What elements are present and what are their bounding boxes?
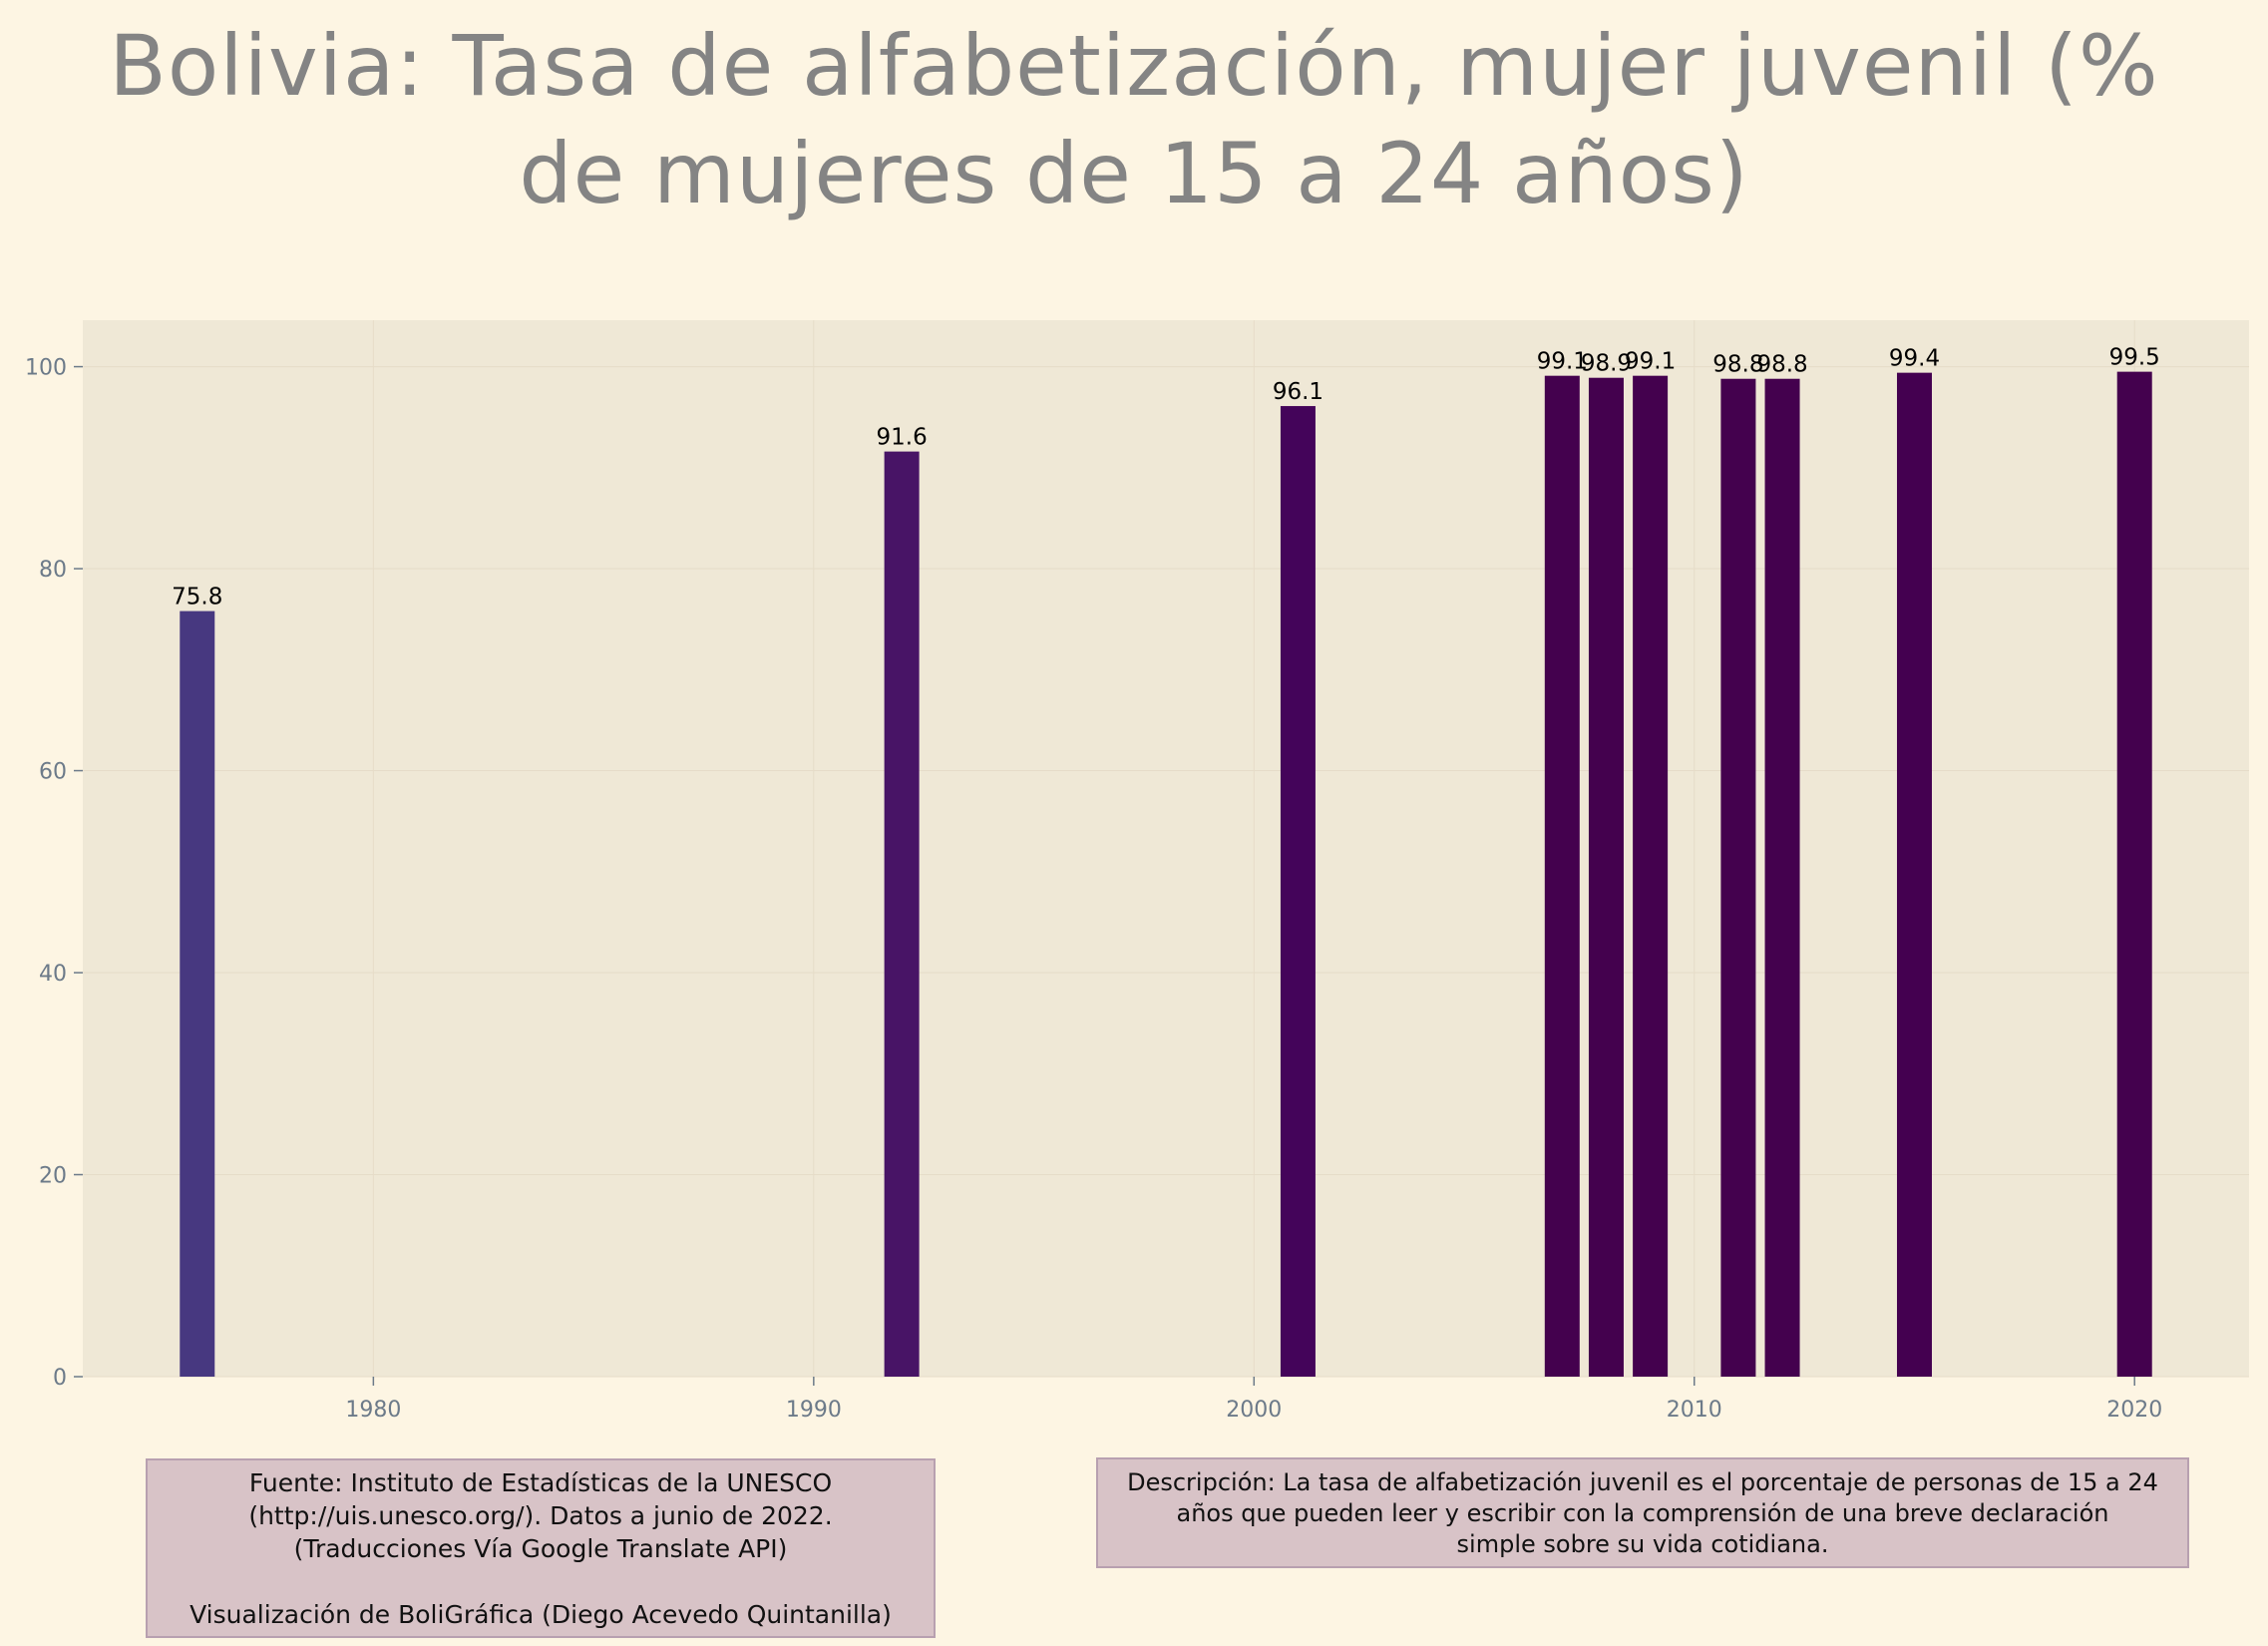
x-tick-label: 1980 [345, 1398, 401, 1423]
bar [1544, 375, 1580, 1377]
bar [1280, 406, 1316, 1377]
chart-title-line-1: Bolivia: Tasa de alfabetización, mujer j… [109, 17, 2159, 115]
source-note: Fuente: Instituto de Estadísticas de la … [146, 1458, 936, 1638]
bar [180, 611, 215, 1377]
source-line-3: (Traducciones Vía Google Translate API) [293, 1534, 788, 1563]
y-tick-label: 40 [39, 962, 67, 987]
description-line-2: años que pueden leer y escribir con la c… [1176, 1499, 2109, 1527]
y-tick-label: 60 [39, 760, 67, 785]
bar-value-label: 75.8 [172, 585, 222, 611]
chart-title: Bolivia: Tasa de alfabetización, mujer j… [0, 12, 2268, 227]
bar-value-label: 99.1 [1537, 349, 1588, 375]
bar-value-label: 99.5 [2109, 345, 2160, 371]
x-tick-label: 2020 [2106, 1398, 2162, 1423]
x-tick-label: 2000 [1226, 1398, 1282, 1423]
description-line-1: Descripción: La tasa de alfabetización j… [1127, 1468, 2158, 1496]
bar [1764, 378, 1800, 1378]
description-line-3: simple sobre su vida cotidiana. [1456, 1530, 1829, 1558]
source-line-1: Fuente: Instituto de Estadísticas de la … [248, 1468, 833, 1497]
bar-value-label: 96.1 [1273, 379, 1323, 405]
credit-line: Visualización de BoliGráfica (Diego Acev… [189, 1600, 892, 1629]
y-tick-label: 0 [53, 1366, 67, 1391]
bar [1896, 372, 1932, 1378]
bar-value-label: 98.9 [1581, 351, 1632, 377]
x-tick-label: 2010 [1667, 1398, 1722, 1423]
bar-value-label: 98.8 [1756, 352, 1807, 378]
bar [1720, 378, 1756, 1378]
bar-value-label: 98.8 [1712, 352, 1763, 378]
y-tick-label: 100 [25, 356, 67, 381]
description-note: Descripción: La tasa de alfabetización j… [1096, 1457, 2189, 1568]
bar [2116, 371, 2152, 1377]
bar-value-label: 91.6 [877, 425, 928, 451]
x-tick-label: 1990 [786, 1398, 842, 1423]
y-tick-label: 20 [39, 1164, 67, 1189]
bar [1588, 377, 1624, 1378]
y-tick-label: 80 [39, 558, 67, 583]
bar-value-label: 99.1 [1625, 349, 1676, 375]
chart-title-line-2: de mujeres de 15 a 24 años) [519, 125, 1749, 222]
bar-value-label: 99.4 [1889, 346, 1940, 372]
plot-area [83, 320, 2249, 1377]
bar [1633, 375, 1669, 1377]
source-line-2: (http://uis.unesco.org/). Datos a junio … [248, 1501, 833, 1530]
bar [884, 451, 920, 1377]
